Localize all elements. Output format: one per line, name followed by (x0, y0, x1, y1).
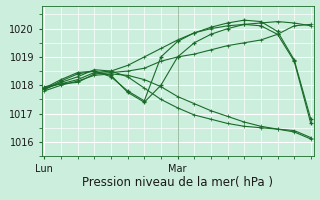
X-axis label: Pression niveau de la mer( hPa ): Pression niveau de la mer( hPa ) (82, 176, 273, 189)
